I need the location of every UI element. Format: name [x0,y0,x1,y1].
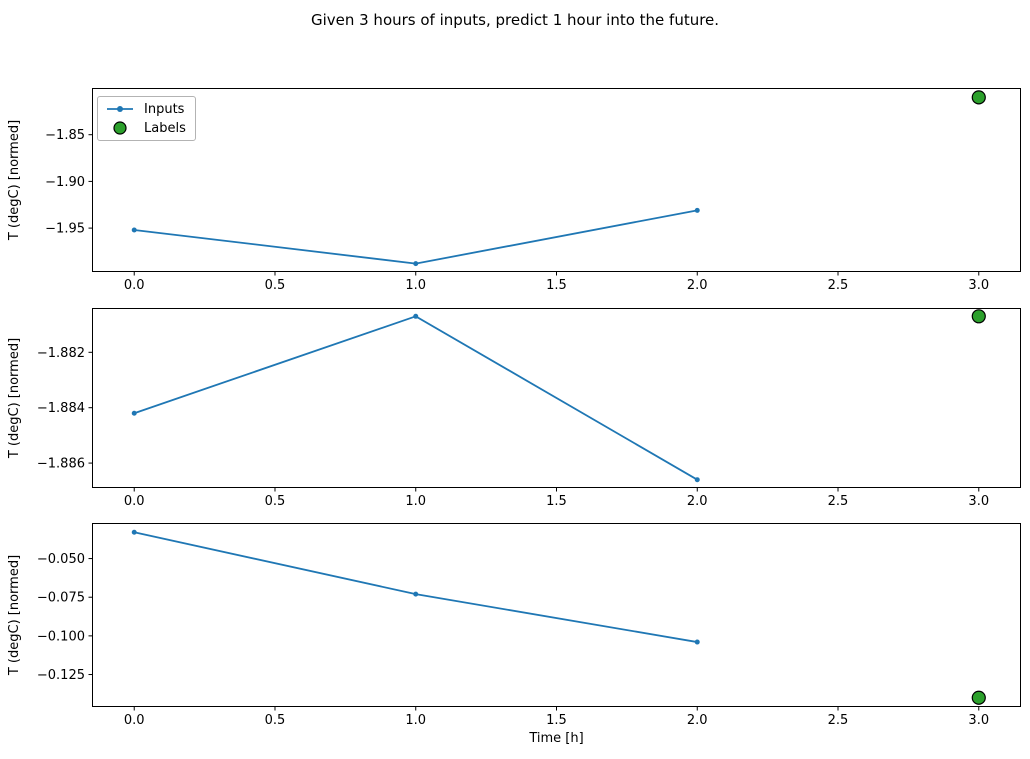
inputs-line [133,315,698,481]
legend-item-inputs: Inputs [105,101,186,117]
x-tick-label: 1.5 [546,713,567,728]
plot-area-1: 0.0 0.5 1.0 1.5 2.0 2.5 3.0 −1.85 −1.90 −1.95 [45,88,1021,293]
x-tick-label: 1.5 [546,494,567,509]
input-point [131,227,137,233]
figure-title: Given 3 hours of inputs, predict 1 hour … [310,11,720,29]
x-tick-label: 0.5 [265,713,286,728]
legend-label-labels: Labels [144,120,186,136]
inputs-line [134,209,698,265]
x-tick-label: 2.0 [687,713,708,728]
input-point [413,313,419,319]
labels-point [971,690,986,705]
labels-point [971,90,986,105]
labels-point [971,309,986,324]
subplot-2: 0.0 0.5 1.0 1.5 2.0 2.5 3.0 −1.882 −1.884 −1.886 … [7,308,1021,509]
y-tick-label: −0.075 [37,591,85,606]
y-tick-label: −0.100 [37,629,85,644]
x-tick-label: 1.0 [405,278,426,293]
legend-label-inputs: Inputs [144,101,185,117]
x-tick-label: 2.5 [828,713,849,728]
x-tick-label: 2.5 [828,278,849,293]
legend-item-labels: Labels [105,120,186,136]
input-point [694,207,700,213]
input-point [694,639,700,645]
x-tick-label: 0.0 [124,494,145,509]
filled-circle-icon [113,121,127,135]
legend: Inputs Labels [97,96,196,141]
x-tick-label: 0.5 [265,494,286,509]
inputs-line [134,531,698,643]
axes-frame [92,88,1021,272]
input-point [413,261,419,267]
x-tick-label: 2.5 [828,494,849,509]
input-point [694,477,700,483]
y-axis-label-3: T (degC) [normed] [7,554,22,676]
y-tick-label: −1.886 [37,457,85,472]
x-tick-label: 3.0 [968,494,989,509]
line-with-dot-icon [107,106,133,112]
axes-frame [92,523,1021,707]
x-tick-label: 2.0 [687,494,708,509]
x-tick-label: 0.5 [265,278,286,293]
y-tick-label: −1.90 [45,175,85,190]
input-point [131,529,137,535]
y-tick-label: −0.125 [37,668,85,683]
x-tick-label: 1.0 [405,713,426,728]
subplot-1: 0.0 0.5 1.0 1.5 2.0 2.5 3.0 −1.85 −1.90 −1.95 T (… [7,88,1021,293]
y-axis-label-2: T (degC) [normed] [7,337,22,459]
x-tick-label: 1.5 [546,278,567,293]
y-tick-label: −1.85 [45,128,85,143]
input-point [131,410,137,416]
x-tick-label: 0.0 [124,278,145,293]
x-axis-label: Time [h] [529,731,584,746]
x-tick-label: 1.0 [405,494,426,509]
y-tick-label: −0.050 [37,552,85,567]
plot-area-2: 0.0 0.5 1.0 1.5 2.0 2.5 3.0 −1.882 −1.884 −1.886 [37,308,1021,509]
axes-frame [92,308,1021,488]
x-tick-label: 2.0 [687,278,708,293]
x-tick-label: 0.0 [124,713,145,728]
x-tick-label: 3.0 [968,713,989,728]
subplot-3: 0.0 0.5 1.0 1.5 2.0 2.5 3.0 −0.050 −0.075 −0.100 −… [7,523,1021,728]
plot-area-3: 0.0 0.5 1.0 1.5 2.0 2.5 3.0 −0.050 −0.075 −0.100 −… [37,523,1021,728]
y-axis-label-1: T (degC) [normed] [7,119,22,241]
input-point [413,591,419,597]
x-tick-label: 3.0 [968,278,989,293]
y-tick-label: −1.882 [37,346,85,361]
y-tick-label: −1.95 [45,222,85,237]
y-tick-label: −1.884 [37,401,85,416]
